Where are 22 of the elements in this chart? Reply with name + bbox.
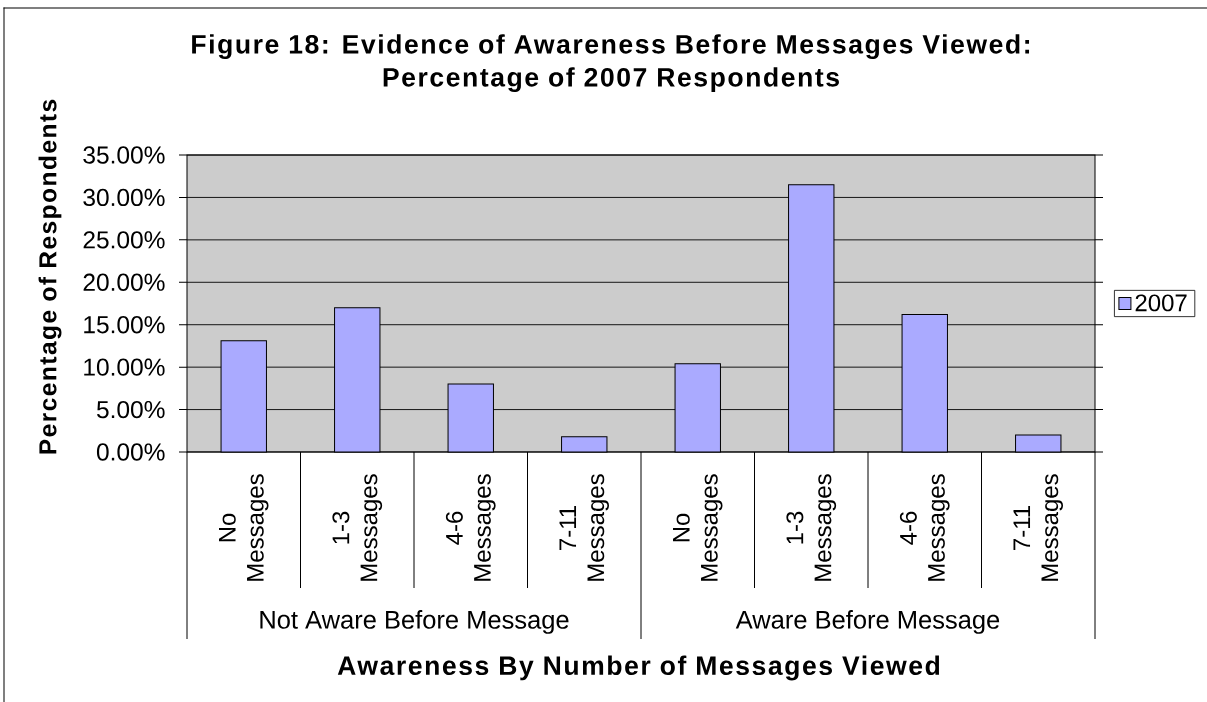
x-tick-label: 1-3 Messages (332, 474, 383, 581)
x-axis-title: Awareness By Number of Messages Viewed (337, 655, 940, 681)
x-tick-label: 7-11 Messages (1013, 474, 1064, 581)
y-tick-label: 30.00% (83, 188, 165, 207)
text: Aware Before Message (735, 610, 1000, 634)
x-tick-label: No Messages (673, 474, 723, 581)
y-tick-label: 10.00% (84, 358, 165, 376)
x-tick-label: 1-3 Messages (786, 474, 837, 581)
legend-label: 2007 (1135, 294, 1187, 312)
y-tick-label: 25.00% (83, 231, 165, 249)
text: Not Aware Before Message (260, 610, 569, 634)
y-axis-title: Percentage of Respondents (38, 99, 62, 454)
x-tick-label: 7-11 Messages (559, 474, 610, 581)
x-tick-label: 4-6 Messages (899, 474, 950, 581)
y-tick-label: 20.00% (83, 273, 165, 291)
x-tick-label: 4-6 Messages (445, 474, 496, 581)
y-tick-label: 15.00% (84, 316, 165, 334)
x-tick-label: No Messages (219, 474, 269, 581)
chart-title: Figure 18: Evidence of Awareness Before Messages Viewed: Percentage of 2007 Respondents (192, 34, 1030, 93)
y-tick-label: 35.00% (83, 146, 165, 164)
y-tick-label: 0.00% (96, 443, 165, 461)
y-tick-label: 5.00% (96, 400, 165, 419)
